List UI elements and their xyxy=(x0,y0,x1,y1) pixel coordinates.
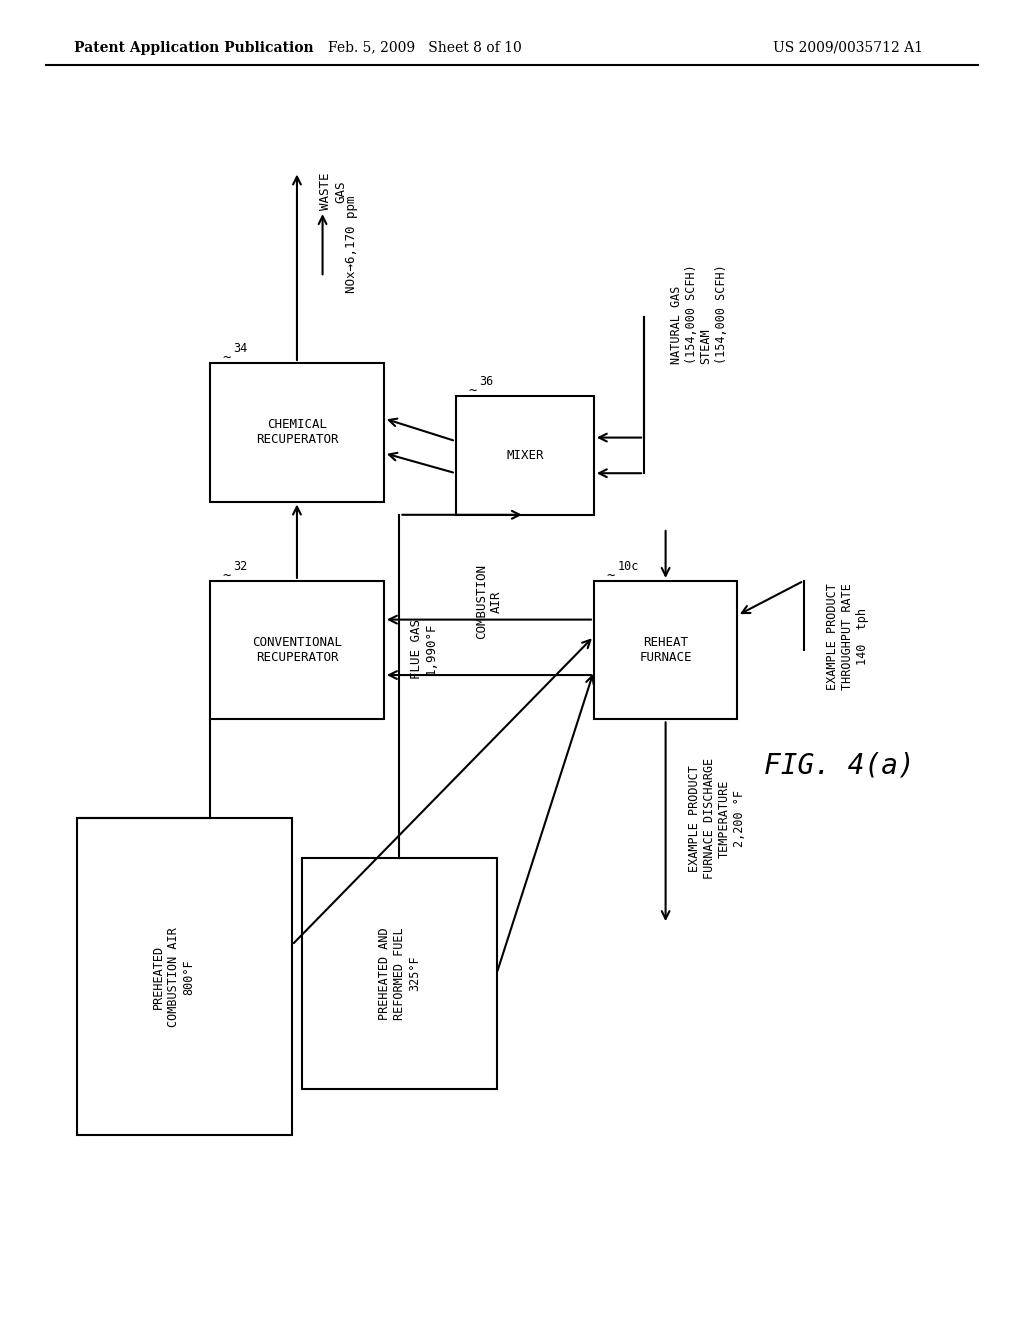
Text: CONVENTIONAL
RECUPERATOR: CONVENTIONAL RECUPERATOR xyxy=(252,636,342,664)
Text: 36: 36 xyxy=(479,375,494,388)
Text: US 2009/0035712 A1: US 2009/0035712 A1 xyxy=(773,41,923,54)
Text: 34: 34 xyxy=(233,342,248,355)
Text: 10c: 10c xyxy=(617,560,639,573)
Text: REHEAT
FURNACE: REHEAT FURNACE xyxy=(639,636,692,664)
Text: ~: ~ xyxy=(468,384,476,399)
Text: FIG. 4(a): FIG. 4(a) xyxy=(764,751,915,780)
Bar xyxy=(594,581,737,719)
Text: ~: ~ xyxy=(606,569,614,583)
Text: Feb. 5, 2009   Sheet 8 of 10: Feb. 5, 2009 Sheet 8 of 10 xyxy=(328,41,522,54)
Text: ~: ~ xyxy=(222,569,230,583)
Bar xyxy=(302,858,497,1089)
Text: FLUE GAS
1,990°F: FLUE GAS 1,990°F xyxy=(410,619,437,678)
Text: MIXER: MIXER xyxy=(506,449,544,462)
Text: EXAMPLE PRODUCT
THROUGHPUT RATE
140  tph: EXAMPLE PRODUCT THROUGHPUT RATE 140 tph xyxy=(826,583,869,690)
Text: ~: ~ xyxy=(222,351,230,366)
Text: WASTE
GAS: WASTE GAS xyxy=(319,173,347,210)
Text: CHEMICAL
RECUPERATOR: CHEMICAL RECUPERATOR xyxy=(256,418,338,446)
Bar xyxy=(77,818,292,1135)
Bar xyxy=(456,396,594,515)
Text: NOx→6,170 ppm: NOx→6,170 ppm xyxy=(345,195,358,293)
Text: PREHEATED
COMBUSTION AIR
800°F: PREHEATED COMBUSTION AIR 800°F xyxy=(153,927,195,1027)
Bar xyxy=(210,581,384,719)
Text: NATURAL GAS
(154,000 SCFH)
STEAM
(154,000 SCFH): NATURAL GAS (154,000 SCFH) STEAM (154,00… xyxy=(670,264,728,364)
Text: PREHEATED AND
REFORMED FUEL
325°F: PREHEATED AND REFORMED FUEL 325°F xyxy=(378,927,421,1020)
Bar xyxy=(210,363,384,502)
Text: 32: 32 xyxy=(233,560,248,573)
Text: COMBUSTION
AIR: COMBUSTION AIR xyxy=(475,564,503,639)
Text: EXAMPLE PRODUCT
FURNACE DISCHARGE
TEMPERATURE
2,200 °F: EXAMPLE PRODUCT FURNACE DISCHARGE TEMPER… xyxy=(688,758,746,879)
Text: Patent Application Publication: Patent Application Publication xyxy=(74,41,313,54)
